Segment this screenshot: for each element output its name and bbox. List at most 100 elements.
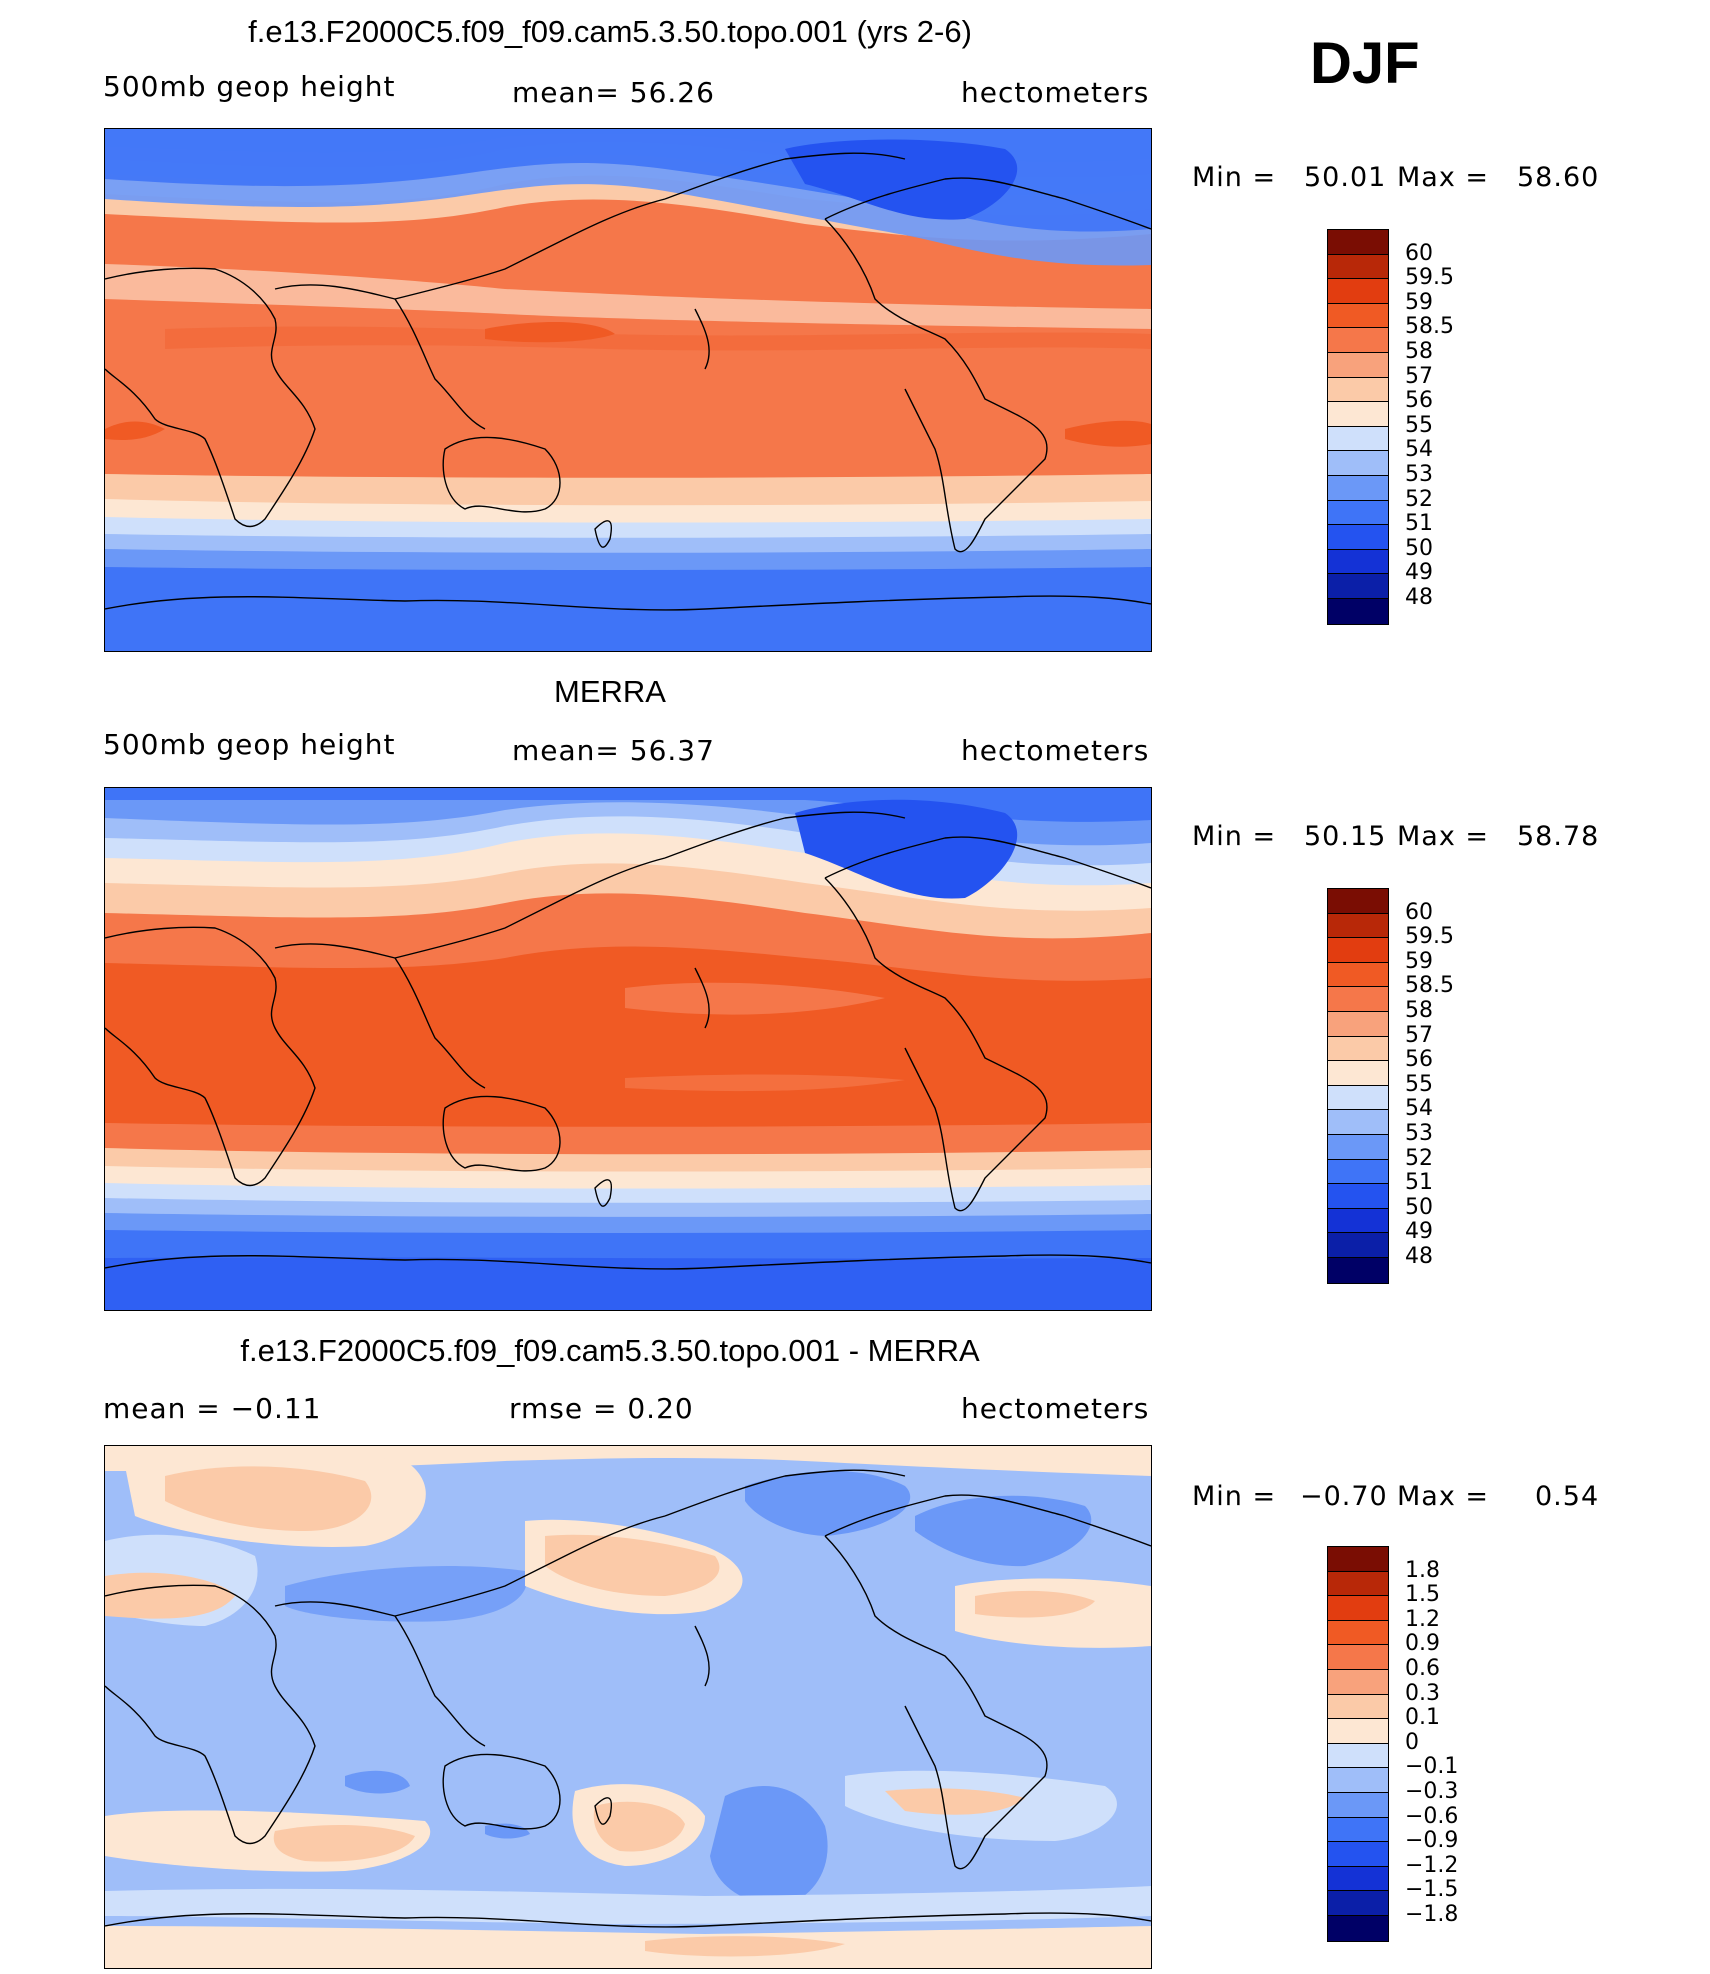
- colorbar-label: −0.9: [1405, 1828, 1459, 1854]
- colorbar-label: 60: [1405, 240, 1433, 266]
- colorbar-box: [1328, 328, 1388, 353]
- colorbar-label: 59.5: [1405, 265, 1454, 291]
- colorbar-box: [1328, 1719, 1388, 1744]
- colorbar-box: [1328, 1233, 1388, 1258]
- colorbar-label: 0.3: [1405, 1680, 1440, 1706]
- colorbar-label: 52: [1405, 1145, 1433, 1171]
- colorbar-box: [1328, 1571, 1388, 1597]
- colorbar-label: −1.2: [1405, 1852, 1459, 1878]
- panel2-min-label: Min =: [1192, 821, 1277, 852]
- colorbar-box: [1328, 1159, 1388, 1185]
- colorbar-label: 57: [1405, 363, 1433, 389]
- colorbar-label: 50: [1405, 535, 1433, 561]
- panel2-max-label: Max =: [1397, 821, 1490, 852]
- colorbar-label: 49: [1405, 1219, 1433, 1245]
- colorbar-box: [1328, 1842, 1388, 1867]
- colorbar-box: [1328, 230, 1388, 255]
- colorbar-box: [1328, 889, 1388, 914]
- panel1-mean-label: mean= 56.26: [512, 76, 715, 109]
- colorbar-box: [1328, 598, 1388, 624]
- panel3-rmse-label: rmse = 0.20: [509, 1392, 694, 1425]
- panel3-max-label: Max =: [1397, 1481, 1490, 1512]
- colorbar-box: [1328, 1915, 1388, 1941]
- colorbar-label: −1.5: [1405, 1877, 1459, 1903]
- colorbar-box: [1328, 1792, 1388, 1818]
- colorbar-label: 58.5: [1405, 973, 1454, 999]
- panel1-map: [104, 128, 1152, 652]
- colorbar-label: 51: [1405, 511, 1433, 537]
- colorbar-box: [1328, 451, 1388, 476]
- colorbar-label: 59: [1405, 948, 1433, 974]
- colorbar-label: 53: [1405, 462, 1433, 487]
- colorbar-box: [1328, 1694, 1388, 1720]
- colorbar-box: [1328, 962, 1388, 988]
- panel1-variable-label: 500mb geop height: [103, 70, 396, 103]
- panel1-max-value: 58.60: [1517, 162, 1600, 193]
- colorbar-label: −1.8: [1405, 1902, 1459, 1927]
- panel1-units-label: hectometers: [961, 76, 1150, 109]
- panel2-mean-label: mean= 56.37: [512, 734, 715, 767]
- colorbar-box: [1328, 938, 1388, 963]
- panel3-min-value: −0.70: [1300, 1481, 1388, 1512]
- colorbar-box: [1328, 377, 1388, 403]
- colorbar-box: [1328, 1134, 1388, 1160]
- panel1-max-label: Max =: [1397, 162, 1490, 193]
- panel2-colorbar: [1327, 888, 1389, 1284]
- colorbar-box: [1328, 549, 1388, 575]
- colorbar-box: [1328, 1036, 1388, 1062]
- colorbar-box: [1328, 1866, 1388, 1892]
- colorbar-label: 48: [1405, 1244, 1433, 1269]
- colorbar-box: [1328, 913, 1388, 939]
- panel3-units-label: hectometers: [961, 1392, 1150, 1425]
- season-label: DJF: [1310, 31, 1420, 96]
- colorbar-label: 56: [1405, 1047, 1433, 1073]
- colorbar-label: 0: [1405, 1729, 1419, 1755]
- panel3-colorbar: [1327, 1546, 1389, 1942]
- panel1-min-label: Min =: [1192, 162, 1277, 193]
- panel2-min-value: 50.15: [1304, 821, 1387, 852]
- colorbar-label: −0.3: [1405, 1779, 1459, 1804]
- colorbar-box: [1328, 1547, 1388, 1572]
- colorbar-box: [1328, 402, 1388, 427]
- colorbar-label: 52: [1405, 486, 1433, 512]
- colorbar-label: 1.8: [1405, 1557, 1440, 1583]
- colorbar-box: [1328, 1620, 1388, 1646]
- colorbar-box: [1328, 475, 1388, 501]
- colorbar-label: 60: [1405, 899, 1433, 925]
- panel3-max-value: 0.54: [1535, 1481, 1600, 1512]
- panel1-colorbar: [1327, 229, 1389, 625]
- panel3-title: f.e13.F2000C5.f09_f09.cam5.3.50.topo.001…: [240, 1333, 980, 1368]
- colorbar-box: [1328, 426, 1388, 452]
- colorbar-box: [1328, 303, 1388, 329]
- colorbar-box: [1328, 1061, 1388, 1086]
- colorbar-box: [1328, 1891, 1388, 1916]
- colorbar-label: 58.5: [1405, 314, 1454, 340]
- colorbar-label: 55: [1405, 1071, 1433, 1097]
- colorbar-box: [1328, 279, 1388, 304]
- panel1-min-value: 50.01: [1304, 162, 1387, 193]
- colorbar-box: [1328, 1110, 1388, 1135]
- colorbar-label: −0.1: [1405, 1754, 1459, 1780]
- panel1-title: f.e13.F2000C5.f09_f09.cam5.3.50.topo.001…: [248, 14, 972, 49]
- colorbar-box: [1328, 1085, 1388, 1111]
- panel3-mean-label: mean = −0.11: [103, 1392, 322, 1425]
- colorbar-box: [1328, 1257, 1388, 1283]
- colorbar-box: [1328, 987, 1388, 1012]
- colorbar-box: [1328, 1645, 1388, 1670]
- colorbar-box: [1328, 1669, 1388, 1695]
- colorbar-box: [1328, 1596, 1388, 1621]
- colorbar-label: 51: [1405, 1170, 1433, 1196]
- colorbar-label: 56: [1405, 388, 1433, 414]
- panel2-map: [104, 787, 1152, 1311]
- colorbar-label: 58: [1405, 998, 1433, 1023]
- colorbar-label: 0.9: [1405, 1631, 1440, 1657]
- colorbar-box: [1328, 1208, 1388, 1234]
- colorbar-label: 1.5: [1405, 1582, 1440, 1608]
- colorbar-box: [1328, 574, 1388, 599]
- colorbar-box: [1328, 254, 1388, 280]
- panel3-min-label: Min =: [1192, 1481, 1277, 1512]
- colorbar-box: [1328, 352, 1388, 378]
- colorbar-box: [1328, 1768, 1388, 1793]
- colorbar-label: 0.1: [1405, 1705, 1440, 1731]
- colorbar-box: [1328, 1184, 1388, 1209]
